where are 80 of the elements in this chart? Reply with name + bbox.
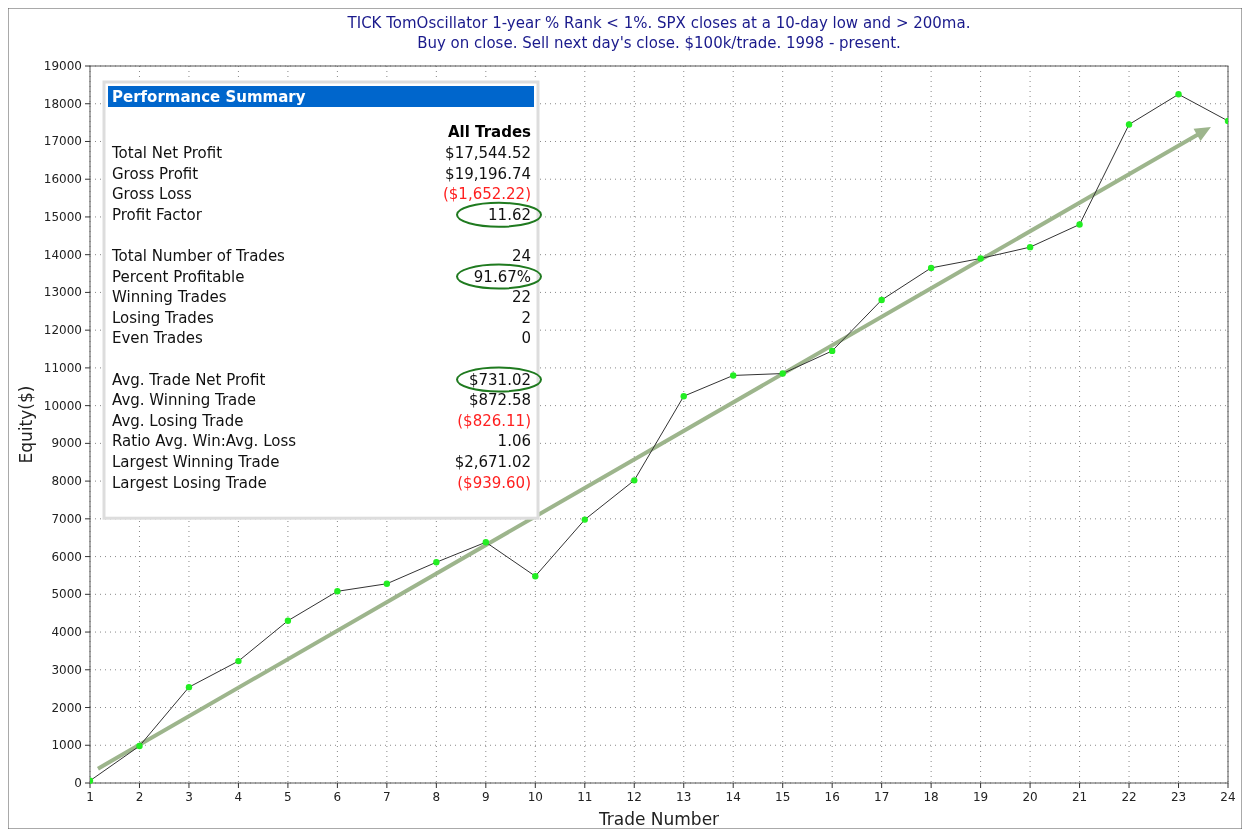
chart-title: TICK TomOscillator 1-year % Rank < 1%. SPX closes at a 10-day low and > 200ma. xyxy=(346,14,971,32)
x-tick-label: 18 xyxy=(923,790,939,804)
annotation: $17,544.52 xyxy=(445,144,531,162)
annotation: Avg. Winning Trade xyxy=(112,391,257,410)
annotation: $731.02 xyxy=(468,370,531,389)
annotation: Ratio Avg. Win:Avg. Loss xyxy=(112,432,297,451)
annotation: Performance Summary xyxy=(112,88,306,106)
annotation: 1.06 xyxy=(497,432,531,451)
annotation: 0 xyxy=(521,329,531,348)
y-tick-label: 7000 xyxy=(51,511,82,526)
y-tick-label: 6000 xyxy=(51,549,82,564)
x-tick-label: 23 xyxy=(1170,790,1187,804)
y-tick-label: 3000 xyxy=(51,662,82,677)
annotation: Gross Profit xyxy=(112,164,199,183)
x-tick-label: 4 xyxy=(234,790,243,804)
y-tick-label: 8000 xyxy=(51,474,82,489)
annotation: Gross Loss xyxy=(112,185,193,204)
x-tick-label: 5 xyxy=(284,790,292,804)
y-tick-label: 1000 xyxy=(51,738,82,753)
annotation: Avg. Losing Trade xyxy=(112,411,244,430)
chart-subtitle: Buy on close. Sell next day's close. $100k/trade. 1998 - present. xyxy=(417,34,901,52)
y-tick-label: 0 xyxy=(74,776,82,790)
y-axis-title: Equity($) xyxy=(16,385,36,464)
annotation: 2 xyxy=(521,308,531,327)
annotation: ($1,652.22) xyxy=(442,185,531,204)
x-tick-label: 15 xyxy=(775,790,791,804)
y-tick-label: 10000 xyxy=(43,398,82,413)
annotation: 24 xyxy=(511,247,531,265)
y-tick-label: 11000 xyxy=(43,360,82,375)
y-tick-label: 14000 xyxy=(43,247,82,262)
x-tick-label: 16 xyxy=(824,790,840,804)
y-tick-label: 2000 xyxy=(51,700,82,715)
y-tick-label: 4000 xyxy=(51,625,82,640)
x-tick-label: 2 xyxy=(135,790,144,804)
x-tick-label: 7 xyxy=(383,790,391,804)
annotation: Losing Trades xyxy=(112,308,215,327)
annotation: 11.62 xyxy=(488,205,531,224)
x-tick-label: 14 xyxy=(725,790,741,804)
x-tick-label: 17 xyxy=(874,790,890,804)
annotation: Largest Winning Trade xyxy=(112,453,280,471)
x-axis-title: Trade Number xyxy=(597,809,720,829)
x-tick-label: 19 xyxy=(972,790,989,804)
annotation: $2,671.02 xyxy=(454,453,531,471)
x-tick-label: 3 xyxy=(185,790,193,804)
annotation: Avg. Trade Net Profit xyxy=(112,370,266,389)
x-tick-label: 12 xyxy=(626,790,642,804)
annotation: Winning Trades xyxy=(112,288,227,307)
annotation: ($939.60) xyxy=(457,473,531,492)
y-tick-label: 17000 xyxy=(43,134,82,149)
y-tick-label: 13000 xyxy=(43,285,82,300)
x-tick-label: 24 xyxy=(1220,790,1236,804)
x-tick-label: 11 xyxy=(577,790,593,804)
y-tick-label: 15000 xyxy=(43,209,82,224)
x-tick-label: 21 xyxy=(1071,790,1088,804)
annotation: $19,196.74 xyxy=(445,164,531,183)
y-tick-label: 5000 xyxy=(51,587,82,602)
x-tick-label: 1 xyxy=(86,790,94,804)
annotation: 22 xyxy=(511,288,531,307)
x-tick-label: 6 xyxy=(333,790,342,804)
y-tick-label: 16000 xyxy=(43,172,82,187)
x-tick-label: 8 xyxy=(432,790,441,804)
annotation: 91.67% xyxy=(473,267,531,286)
annotation: All Trades xyxy=(447,123,532,141)
annotation: Percent Profitable xyxy=(112,267,245,286)
x-tick-label: 22 xyxy=(1121,790,1137,804)
annotation: Profit Factor xyxy=(112,205,203,224)
x-tick-label: 9 xyxy=(482,790,490,804)
y-tick-label: 18000 xyxy=(43,96,82,111)
annotation: Largest Losing Trade xyxy=(112,473,267,492)
annotation: Total Number of Trades xyxy=(111,247,286,265)
y-tick-label: 9000 xyxy=(51,436,82,451)
y-tick-label: 12000 xyxy=(43,323,82,338)
x-tick-label: 20 xyxy=(1022,790,1038,804)
annotation: ($826.11) xyxy=(457,411,531,430)
x-tick-label: 10 xyxy=(527,790,543,804)
x-tick-label: 13 xyxy=(676,790,692,804)
annotation: $872.58 xyxy=(468,391,531,410)
y-tick-label: 19000 xyxy=(43,59,82,73)
annotation: Even Trades xyxy=(112,329,203,348)
annotation: Total Net Profit xyxy=(111,144,223,162)
